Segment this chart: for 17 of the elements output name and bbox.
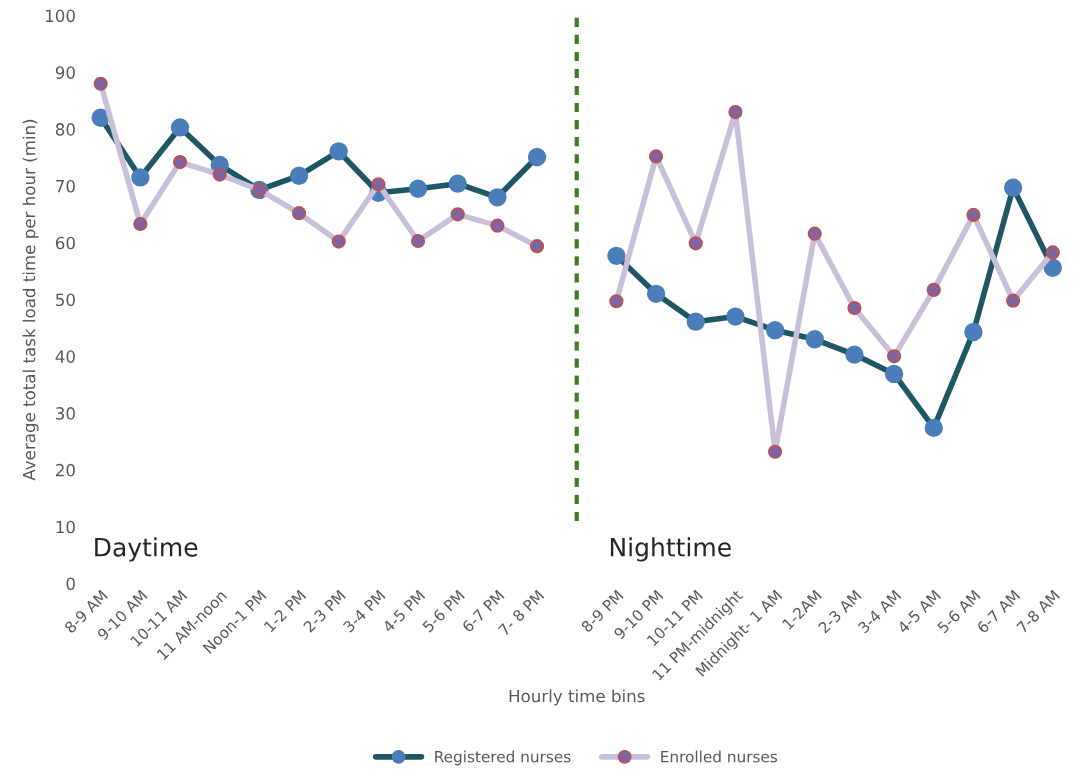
y-tick-label: 20	[56, 463, 75, 477]
y-tick-label: 60	[55, 236, 75, 250]
y-tick-label: 100	[46, 9, 75, 23]
y-tick-label: 50	[56, 293, 75, 307]
x-axis-title: Hourly time bins	[509, 689, 645, 706]
y-tick-label: 30	[56, 407, 75, 420]
legend-label: Registered nurses	[435, 750, 571, 766]
annotation: Daytime	[95, 537, 198, 562]
y-axis-title: Average total task load time per hour (min)	[22, 119, 39, 481]
y-tick-label: 90	[55, 66, 75, 79]
y-tick-label: 10	[56, 520, 75, 534]
y-tick-label: 70	[56, 179, 75, 193]
y-tick-label: 80	[55, 123, 75, 136]
y-tick-label: 40	[55, 350, 75, 363]
annotation: Nighttime	[610, 537, 731, 562]
legend-label: Enrolled nurses	[661, 750, 778, 763]
y-tick-label: 0	[66, 577, 75, 591]
